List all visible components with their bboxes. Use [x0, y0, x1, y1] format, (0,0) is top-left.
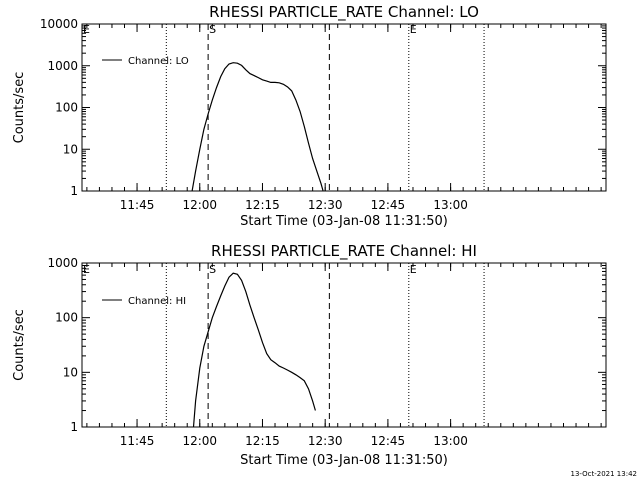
y-tick-label: 1000: [47, 59, 78, 73]
hi-channel-panel: RHESSI PARTICLE_RATE Channel: HI Counts/s…: [12, 242, 607, 468]
x-tick-label: 12:30: [308, 434, 343, 448]
y-tick-label: 100: [55, 311, 78, 325]
x-tick-label: 12:15: [245, 198, 280, 212]
vertical-marker-label: S: [209, 23, 216, 36]
x-tick-label: 11:45: [120, 198, 155, 212]
x-tick-label: 12:15: [245, 434, 280, 448]
x-tick-label: 12:30: [308, 198, 343, 212]
x-axis-label: Start Time (03-Jan-08 11:31:50): [240, 453, 448, 468]
x-tick-label: 13:00: [433, 434, 468, 448]
x-tick-label: 12:45: [371, 434, 406, 448]
vertical-marker-label: S: [209, 263, 216, 276]
x-tick-label: 12:45: [371, 198, 406, 212]
legend-label: Channel: HI: [128, 296, 186, 307]
y-axis-label: Counts/sec: [12, 309, 27, 381]
vertical-marker-label: E: [83, 263, 90, 276]
chart-title: RHESSI PARTICLE_RATE Channel: LO: [209, 3, 479, 22]
y-tick-label: 100: [55, 101, 78, 115]
x-tick-label: 11:45: [120, 434, 155, 448]
plot-frame: [81, 262, 607, 428]
legend-label: Channel: LO: [128, 56, 189, 67]
y-axis-label: Counts/sec: [12, 72, 27, 144]
vertical-marker-label: E: [410, 23, 417, 36]
x-axis-label: Start Time (03-Jan-08 11:31:50): [240, 214, 448, 229]
vertical-marker-label: E: [410, 263, 417, 276]
x-tick-label: 13:00: [433, 198, 468, 212]
series-line: [192, 272, 316, 428]
y-tick-label: 10: [63, 142, 78, 156]
y-tick-label: 1: [70, 184, 78, 198]
plot-frame: [81, 23, 607, 192]
y-tick-label: 1000: [47, 256, 78, 270]
x-tick-label: 12:00: [182, 198, 217, 212]
x-tick-label: 12:00: [182, 434, 217, 448]
chart-title: RHESSI PARTICLE_RATE Channel: HI: [211, 242, 477, 261]
y-tick-label: 1: [70, 420, 78, 434]
y-tick-label: 10000: [40, 17, 78, 31]
y-tick-label: 10: [63, 365, 78, 379]
vertical-marker-label: E: [83, 23, 90, 36]
lo-channel-panel: RHESSI PARTICLE_RATE Channel: LO Counts/s…: [12, 3, 607, 229]
series-line: [191, 62, 324, 192]
footer-timestamp: 13-Oct-2021 13:42: [571, 470, 637, 478]
